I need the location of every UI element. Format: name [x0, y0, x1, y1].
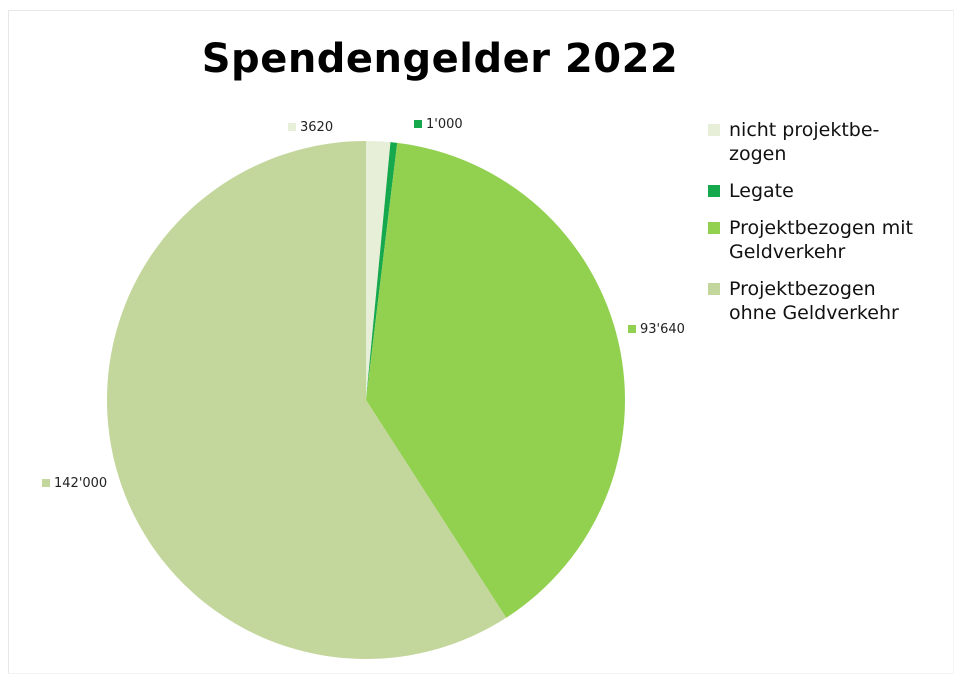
data-label-1: 3620: [300, 120, 333, 135]
legend-item-2: Legate: [708, 179, 948, 203]
data-label-2: 1'000: [426, 117, 463, 132]
legend-swatch-3: [708, 222, 720, 234]
data-label-swatch-2: [414, 120, 422, 128]
pie-slice-3: [366, 142, 625, 618]
data-label-swatch-4: [42, 479, 50, 487]
legend: nicht projektbe- zogen Legate Projektbezog…: [708, 118, 948, 338]
legend-label-2: Legate: [729, 180, 794, 202]
legend-item-4: Projektbezogen ohne Geldverkehr: [708, 277, 948, 325]
chart-title: Spendengelder 2022: [201, 36, 679, 82]
legend-label-1: nicht projektbe- zogen: [729, 119, 880, 165]
pie-slice-1: [366, 141, 391, 400]
chart-frame: [8, 10, 954, 674]
legend-label-3: Projektbezogen mit Geldverkehr: [729, 217, 913, 263]
legend-label-4: Projektbezogen ohne Geldverkehr: [729, 278, 899, 324]
legend-item-3: Projektbezogen mit Geldverkehr: [708, 216, 948, 264]
legend-item-1: nicht projektbe- zogen: [708, 118, 948, 166]
pie-slice-2: [366, 142, 398, 400]
legend-swatch-4: [708, 283, 720, 295]
pie-slices: [107, 141, 625, 659]
data-label-swatch-3: [628, 325, 636, 333]
legend-swatch-1: [708, 124, 720, 136]
pie-slice-4: [107, 141, 507, 659]
data-label-4: 142'000: [54, 476, 107, 491]
legend-swatch-2: [708, 185, 720, 197]
data-label-3: 93'640: [640, 322, 685, 337]
data-label-swatch-1: [288, 123, 296, 131]
data-labels: 3620 1'000 93'640 142'000: [42, 117, 685, 491]
